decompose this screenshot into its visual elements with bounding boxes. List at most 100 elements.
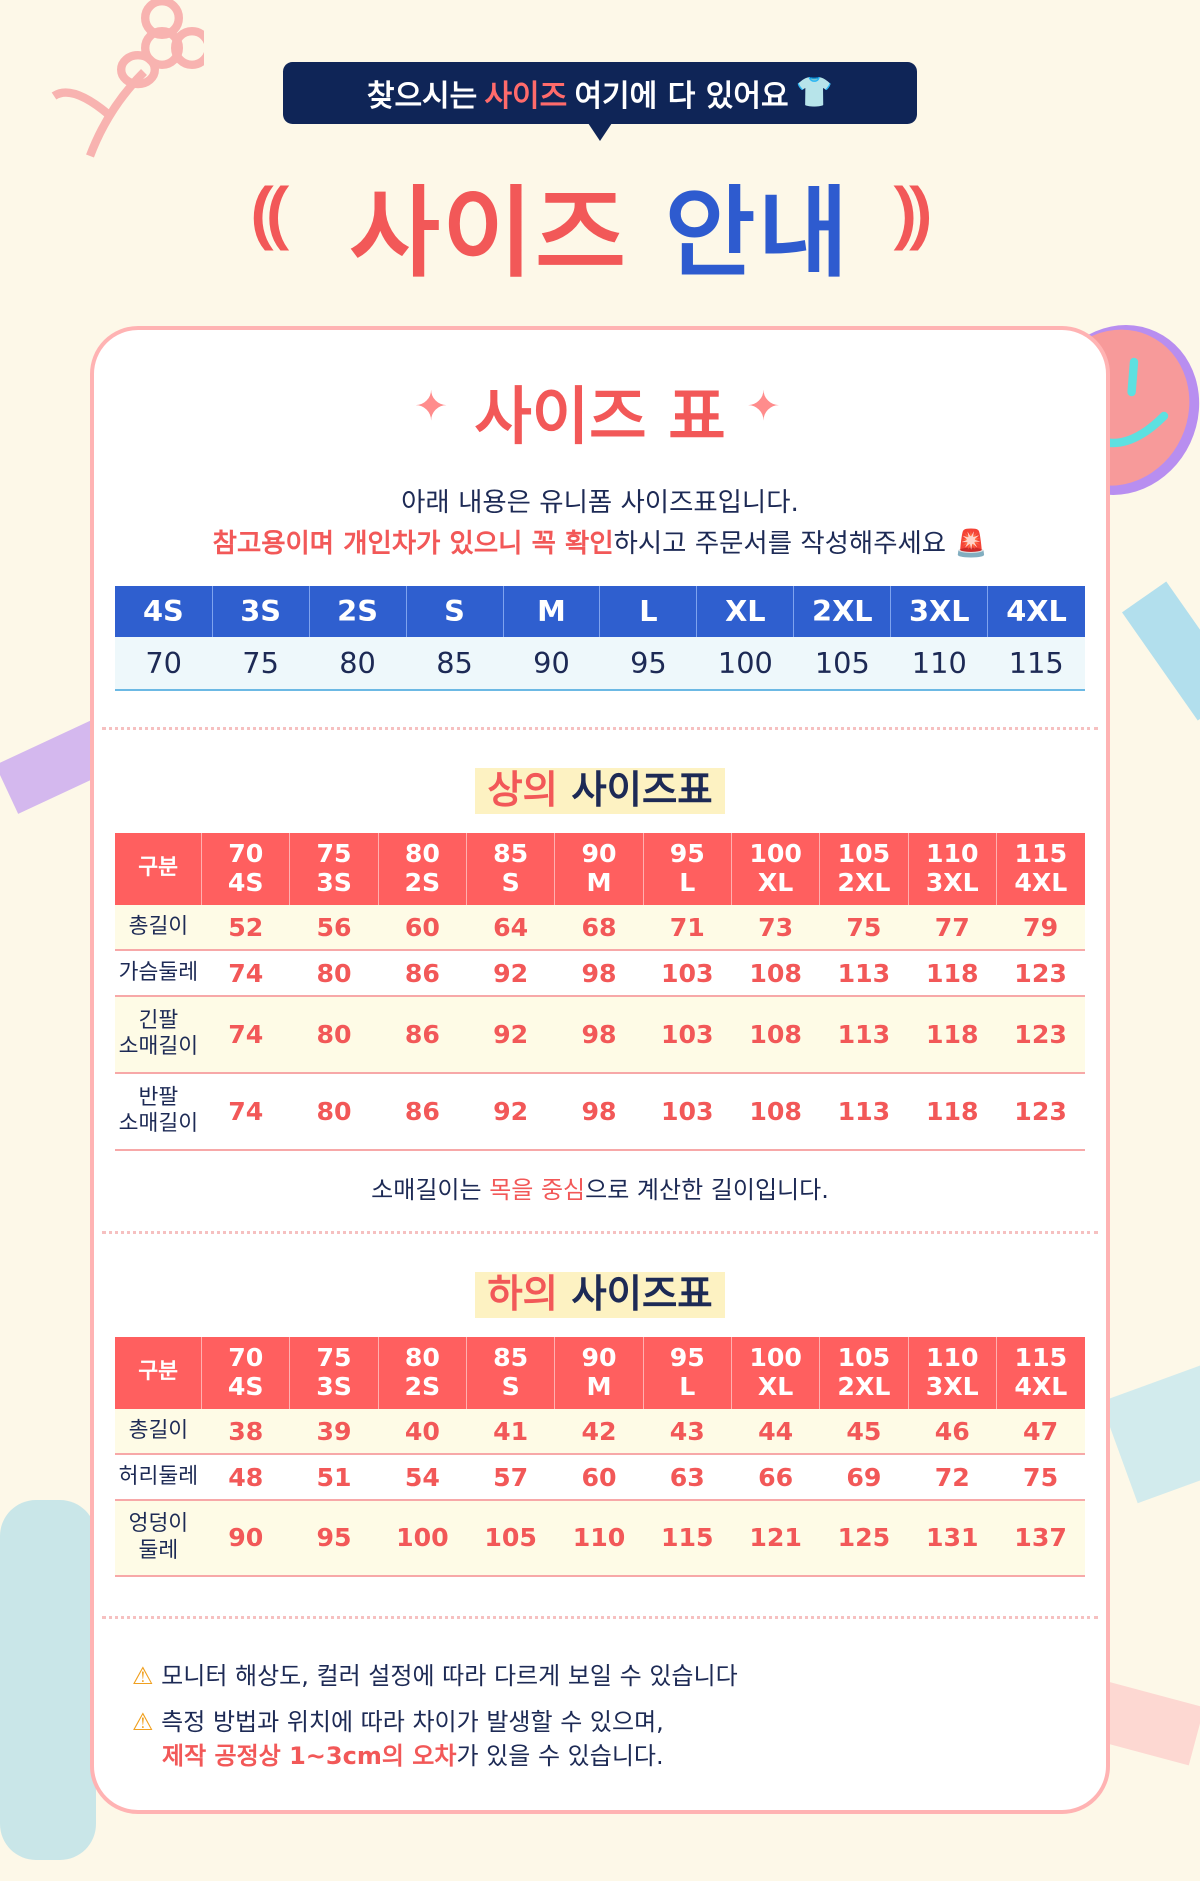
header-row: 구분 70 4S 75 3S 80 2S 85 S 90 M 95 L 100 XL 105 2XL 110 3XL… xyxy=(115,832,1085,905)
banner-highlight: 사이즈 xyxy=(484,78,568,114)
sparkle-icon: ✦ xyxy=(746,381,781,430)
size-value: 85 xyxy=(406,637,503,691)
cell-value: 51 xyxy=(289,1454,379,1501)
cell-value: 92 xyxy=(466,1072,555,1151)
warning-text: 가 있을 수 있습니다. xyxy=(456,1742,664,1771)
header-label: 4XL xyxy=(1014,867,1068,897)
warning-text: 모니터 해상도, 컬러 설정에 따라 다르게 보일 수 있습니다 xyxy=(161,1662,738,1690)
size-label: 2XL xyxy=(793,585,891,638)
header-chest: 105 xyxy=(837,839,891,868)
note-emphasis: 목을 중심 xyxy=(489,1176,586,1204)
size-label: M xyxy=(502,585,600,638)
warning-emphasis: 제작 공정상 1~3cm의 오차 xyxy=(162,1742,457,1771)
cell-value: 113 xyxy=(819,1072,909,1151)
size-label: S xyxy=(405,585,503,638)
header-size: 110 3XL xyxy=(907,1336,997,1409)
cell-value: 108 xyxy=(731,950,820,997)
header-label: M xyxy=(586,1371,612,1401)
header-chest: 105 xyxy=(837,1343,891,1372)
size-value: 80 xyxy=(309,637,407,691)
cell-value: 105 xyxy=(466,1499,555,1577)
cell-value: 98 xyxy=(554,950,644,997)
header-label: XL xyxy=(757,867,794,897)
siren-icon: 🚨 xyxy=(954,527,988,559)
cell-value: 108 xyxy=(731,995,820,1074)
row-label: 엉덩이 둘레 xyxy=(115,1499,202,1577)
title-rest: 사이즈표 xyxy=(557,1272,713,1317)
cell-value: 110 xyxy=(554,1499,644,1577)
cell-value: 92 xyxy=(466,995,555,1074)
cell-value: 98 xyxy=(554,995,644,1074)
header-size: 90 M xyxy=(554,1336,644,1409)
size-mapping-table: 4S 3S 2S S M L XL 2XL 3XL 4XL 70 75 80 85 90 95 100 105 11… xyxy=(115,585,1085,691)
cell-value: 92 xyxy=(466,950,555,997)
cell-value: 71 xyxy=(643,904,732,952)
cell-value: 118 xyxy=(908,995,997,1074)
row-label: 긴팔 소매길이 xyxy=(115,995,202,1074)
header-label: 3XL xyxy=(925,867,979,897)
row-label-line: 총길이 xyxy=(128,1417,189,1443)
cell-value: 73 xyxy=(731,904,820,952)
cell-value: 52 xyxy=(201,904,290,952)
header-chest: 70 xyxy=(228,1343,264,1372)
banner-text-end: 여기에 다 있어요 xyxy=(574,78,789,114)
cell-value: 86 xyxy=(378,1072,467,1151)
header-label: 3S xyxy=(316,1371,352,1401)
cell-value: 47 xyxy=(996,1408,1085,1456)
header-chest: 115 xyxy=(1014,839,1068,868)
cell-value: 113 xyxy=(819,950,909,997)
size-label: 3XL xyxy=(890,585,988,638)
row-label: 총길이 xyxy=(115,904,202,952)
squiggle-left-icon: ⸨ xyxy=(252,171,289,255)
tape-decoration xyxy=(1100,1364,1200,1504)
divider xyxy=(102,1616,1098,1619)
header-size: 85 S xyxy=(466,832,555,905)
header-size: 80 2S xyxy=(377,832,467,905)
size-label: L xyxy=(599,585,697,638)
sleeve-note: 소매길이는 목을 중심으로 계산한 길이입니다. xyxy=(0,1170,1200,1205)
size-value: 95 xyxy=(599,637,697,691)
row-label-line: 엉덩이 xyxy=(128,1511,189,1537)
note-text: 소매길이는 xyxy=(371,1176,490,1204)
header-category: 구분 xyxy=(115,832,202,905)
cell-value: 74 xyxy=(201,950,290,997)
header-label: S xyxy=(501,867,520,897)
header-chest: 75 xyxy=(316,839,352,868)
cell-value: 86 xyxy=(378,995,467,1074)
header-label: XL xyxy=(757,1371,794,1401)
title-part1: 사이즈 xyxy=(349,176,629,291)
cell-value: 63 xyxy=(643,1454,732,1501)
cell-value: 118 xyxy=(908,950,997,997)
page-title: 사이즈 안내 xyxy=(0,154,1200,296)
cell-value: 79 xyxy=(996,904,1085,952)
row-label-line: 반팔 xyxy=(138,1084,179,1110)
header-size: 90 M xyxy=(554,832,644,905)
cell-value: 137 xyxy=(996,1499,1085,1577)
cell-value: 56 xyxy=(289,904,379,952)
cell-value: 45 xyxy=(819,1408,909,1456)
header-size: 85 S xyxy=(466,1336,555,1409)
cell-value: 75 xyxy=(819,904,909,952)
cell-value: 108 xyxy=(731,1072,820,1151)
cell-value: 80 xyxy=(289,995,379,1074)
cell-value: 46 xyxy=(908,1408,997,1456)
header-size: 100 XL xyxy=(730,1336,820,1409)
cell-value: 74 xyxy=(201,995,290,1074)
cell-value: 66 xyxy=(731,1454,820,1501)
header-size: 100 XL xyxy=(730,832,820,905)
header-chest: 90 xyxy=(581,1343,617,1372)
cell-value: 95 xyxy=(289,1499,379,1577)
row-label-line: 소매길이 xyxy=(118,1034,199,1060)
cell-value: 43 xyxy=(643,1408,732,1456)
table-row: 총길이 38 39 40 41 42 43 44 45 46 47 xyxy=(115,1408,1085,1456)
cell-value: 98 xyxy=(554,1072,644,1151)
row-label-line: 총길이 xyxy=(128,913,189,939)
header-label: 2S xyxy=(404,1371,441,1401)
intro-line2: 참고용이며 개인차가 있으니 꼭 확인하시고 주문서를 작성해주세요 🚨 xyxy=(0,521,1200,560)
cell-value: 60 xyxy=(554,1454,644,1501)
warning-icon: ⚠ xyxy=(132,1662,154,1690)
banner-text: 찾으시는 xyxy=(366,78,478,114)
divider xyxy=(102,1231,1098,1234)
cell-value: 100 xyxy=(378,1499,467,1577)
squiggle-right-icon: ⸩ xyxy=(894,171,931,255)
